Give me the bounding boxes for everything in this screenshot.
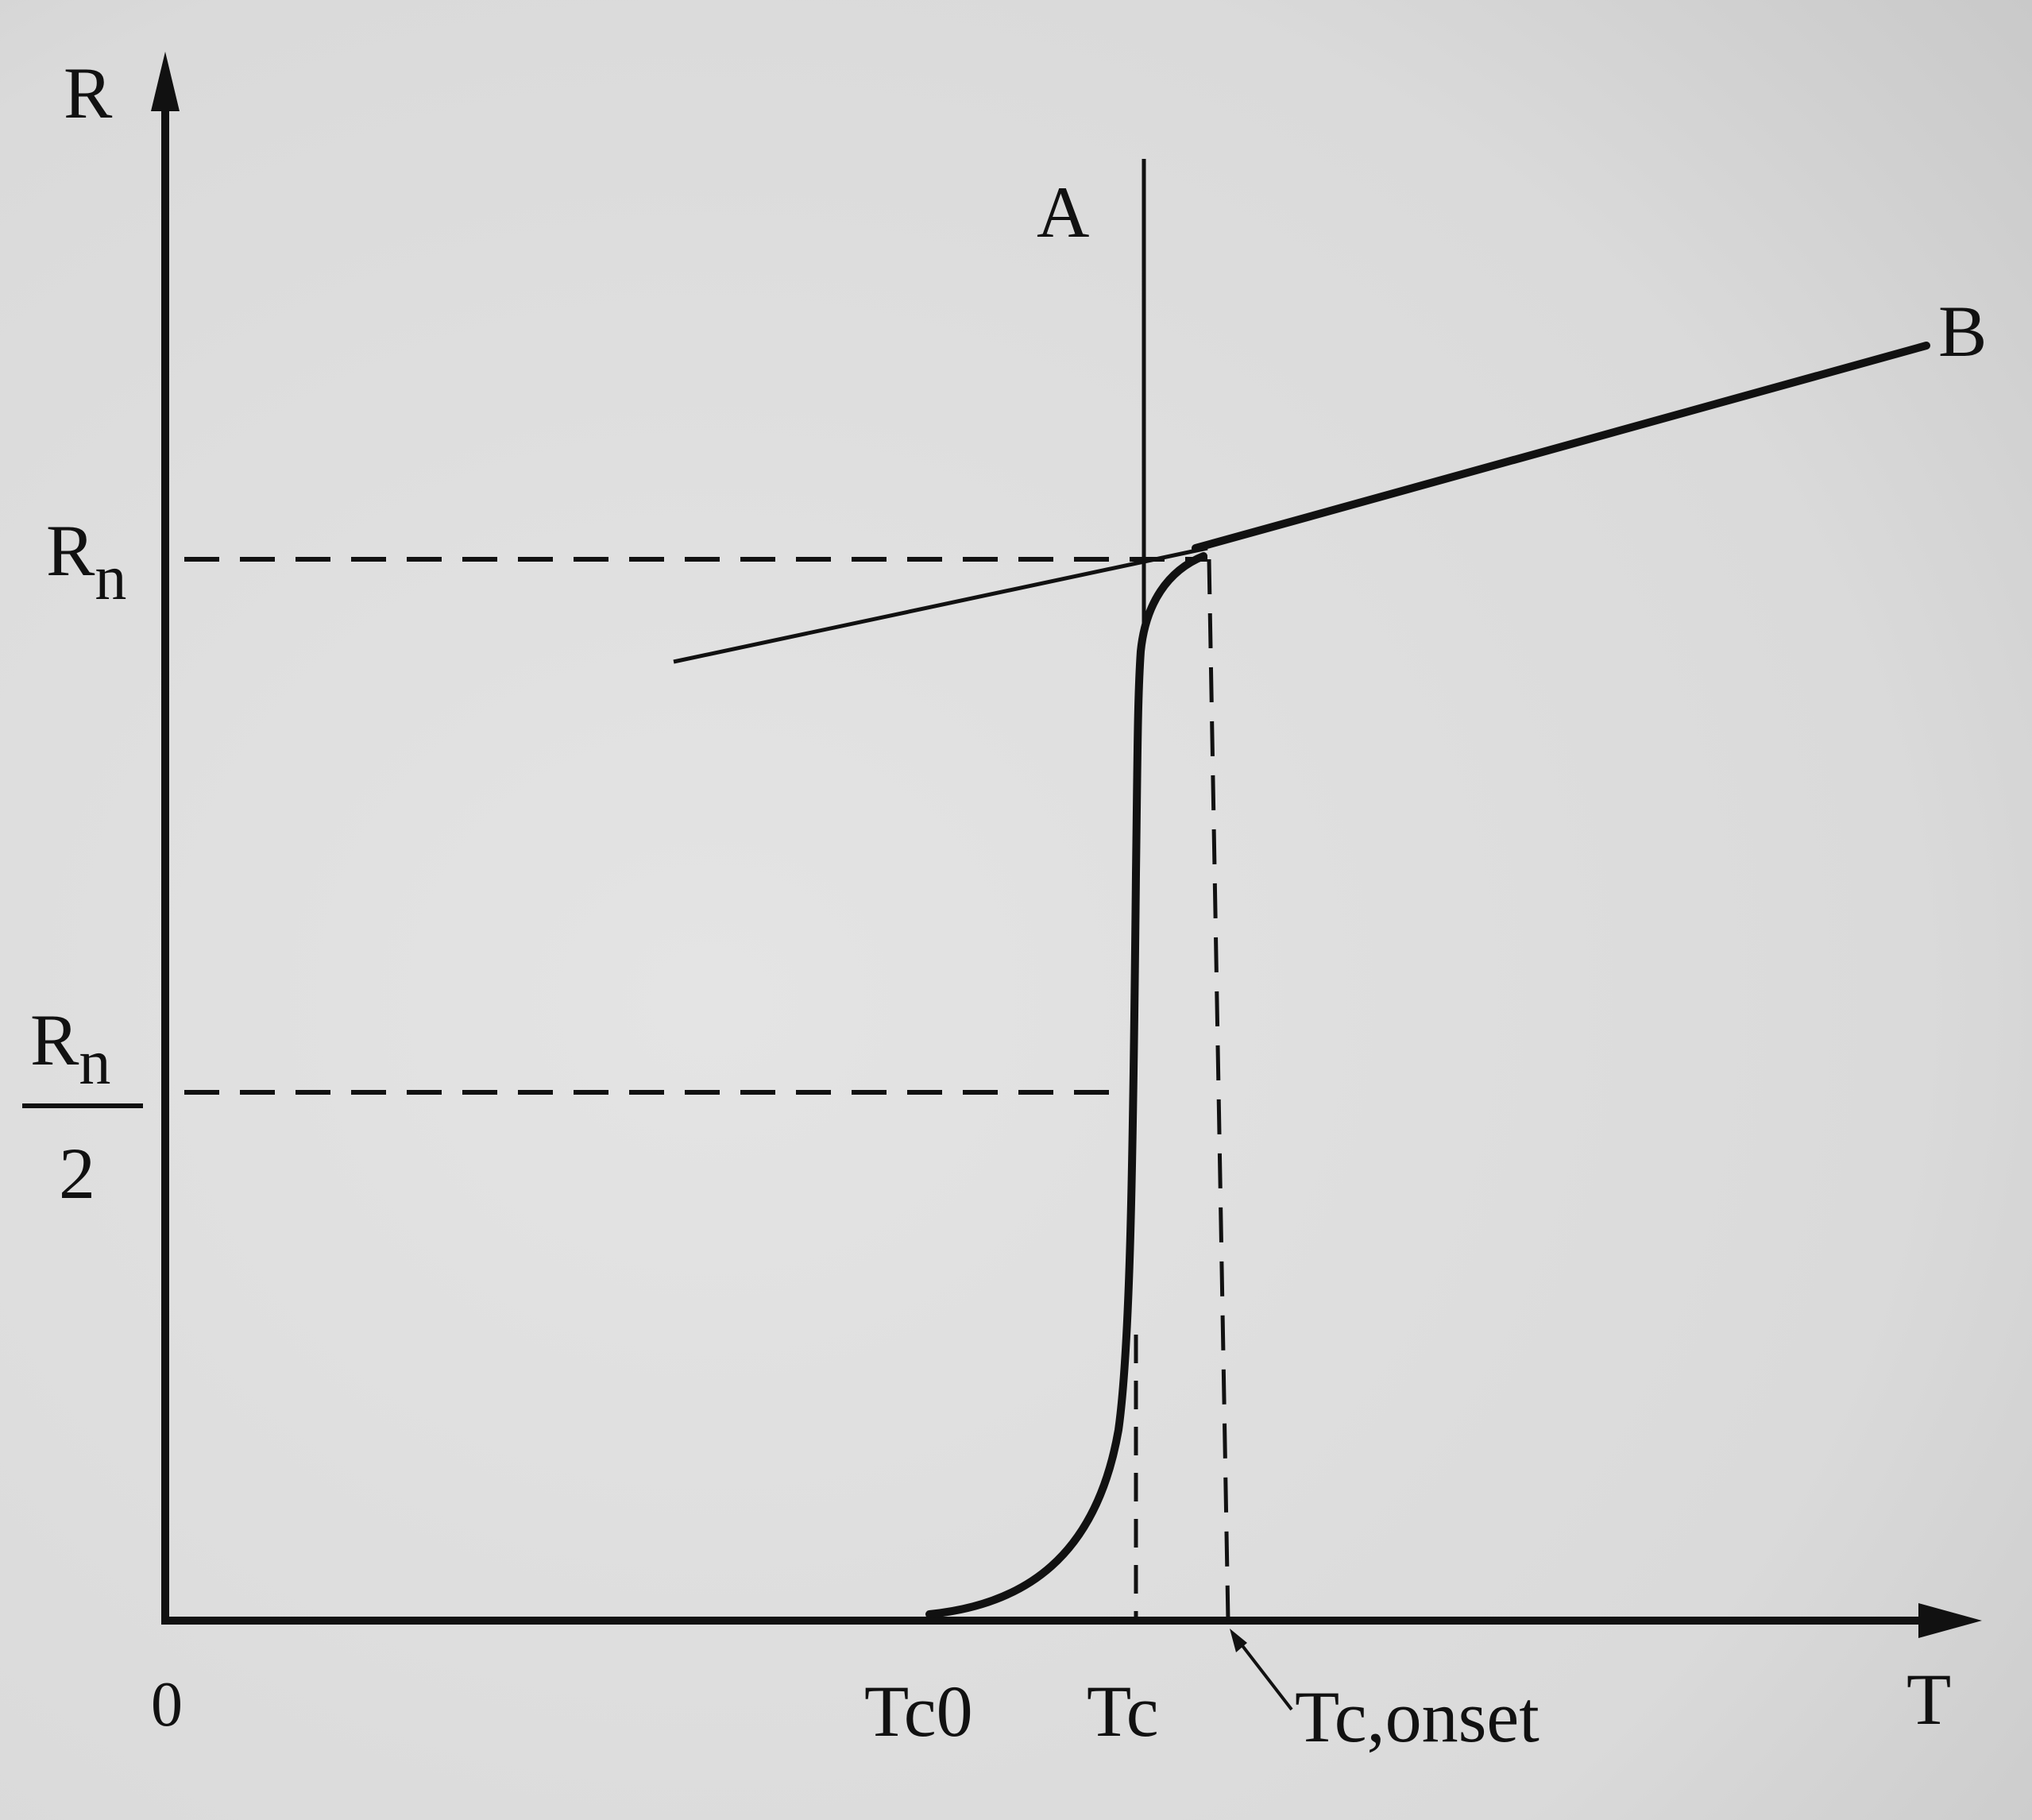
half-rn-numerator: Rn [30, 999, 110, 1098]
origin-label: 0 [151, 1670, 183, 1740]
half-rn-numerator-sub: n [79, 1028, 110, 1098]
tc-onset-pointer-head [1230, 1629, 1247, 1652]
tc-onset-dashed-line [1207, 558, 1230, 1621]
rn-label-main: R [46, 510, 95, 591]
line-b-label: B [1938, 291, 1987, 372]
y-axis-arrow [151, 52, 180, 111]
transition-curve [925, 552, 1207, 1618]
tc-onset-label: Tc,onset [1295, 1676, 1539, 1757]
tc-label: Tc [1087, 1671, 1159, 1752]
line-b [1192, 342, 1930, 552]
half-rn-denominator: 2 [59, 1133, 95, 1214]
line-b-extension [673, 546, 1208, 664]
x-axis-arrow [1918, 1603, 1982, 1638]
half-rn-numerator-main: R [30, 999, 79, 1080]
rn-label: Rn [46, 510, 126, 613]
line-a-label: A [1037, 172, 1089, 253]
rn-label-sub: n [95, 543, 126, 613]
tc0-label: Tc0 [864, 1671, 973, 1752]
y-axis-label: R [64, 52, 113, 133]
tc-onset-pointer [1234, 1635, 1293, 1711]
x-axis-label: T [1906, 1659, 1951, 1740]
